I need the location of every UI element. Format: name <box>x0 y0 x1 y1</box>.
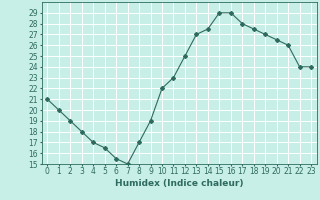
X-axis label: Humidex (Indice chaleur): Humidex (Indice chaleur) <box>115 179 244 188</box>
